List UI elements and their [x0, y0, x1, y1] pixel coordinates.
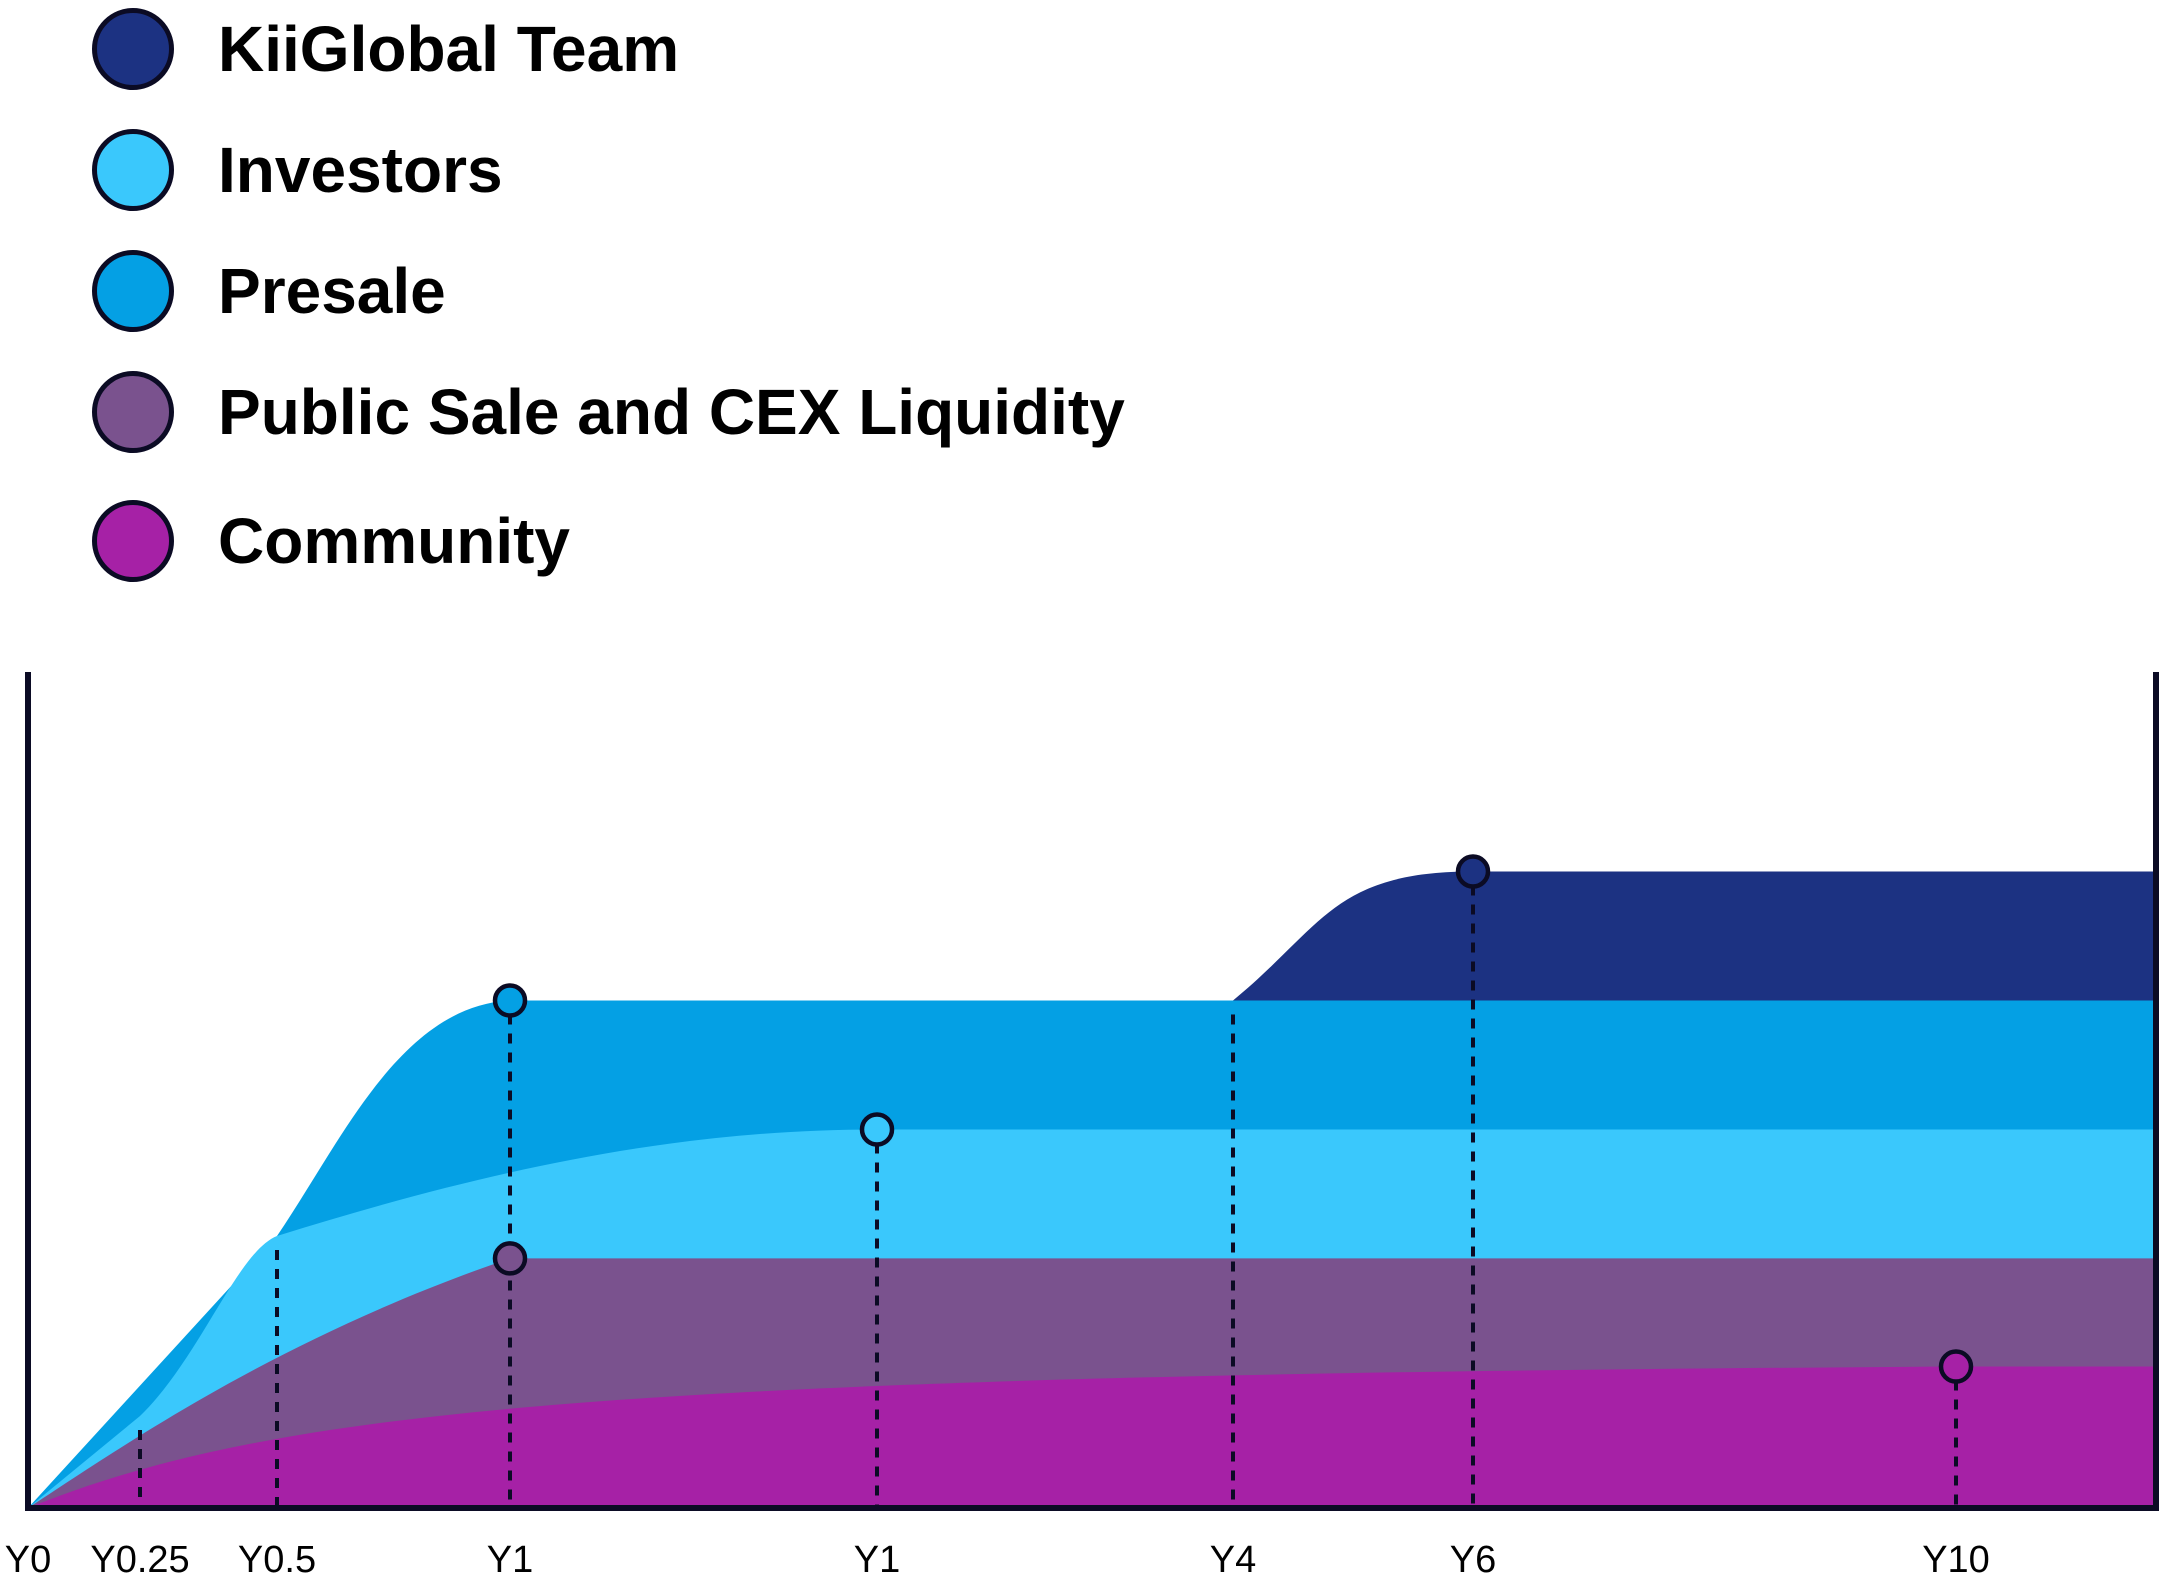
- marker-community: [1938, 1349, 1974, 1384]
- marker-investors: [859, 1112, 895, 1147]
- legend-item-presale: Presale: [92, 242, 1392, 342]
- legend-swatch: [92, 8, 174, 90]
- x-tick-label: Y1: [487, 1539, 533, 1573]
- legend-label: Investors: [218, 134, 503, 206]
- legend-item-investors: Investors: [92, 121, 1392, 221]
- legend-label: KiiGlobal Team: [218, 13, 680, 85]
- x-tick-label: Y4: [1210, 1539, 1256, 1573]
- legend-item-kiiglobal-team: KiiGlobal Team: [92, 0, 1392, 100]
- legend-swatch: [92, 250, 174, 332]
- legend-swatch: [92, 129, 174, 211]
- legend-label: Presale: [218, 255, 446, 327]
- x-tick-label: Y0.25: [90, 1539, 189, 1573]
- x-tick-label: Y0.5: [238, 1539, 316, 1573]
- legend-item-community: Community: [92, 492, 1392, 592]
- x-tick-label: Y1: [854, 1539, 900, 1573]
- legend-swatch: [92, 500, 174, 582]
- x-tick-label: Y6: [1450, 1539, 1496, 1573]
- marker-kiiglobal-team: [1455, 854, 1491, 889]
- x-tick-label: Y0: [5, 1539, 51, 1573]
- area-community: [28, 1366, 2156, 1508]
- legend-label: Community: [218, 505, 570, 577]
- x-tick-label: Y10: [1922, 1539, 1990, 1573]
- marker-presale: [492, 983, 528, 1018]
- legend-label: Public Sale and CEX Liquidity: [218, 376, 1125, 448]
- marker-public-sale-and-cex-liquidity: [492, 1241, 528, 1276]
- legend-item-public-sale: Public Sale and CEX Liquidity: [92, 363, 1392, 463]
- legend-swatch: [92, 371, 174, 453]
